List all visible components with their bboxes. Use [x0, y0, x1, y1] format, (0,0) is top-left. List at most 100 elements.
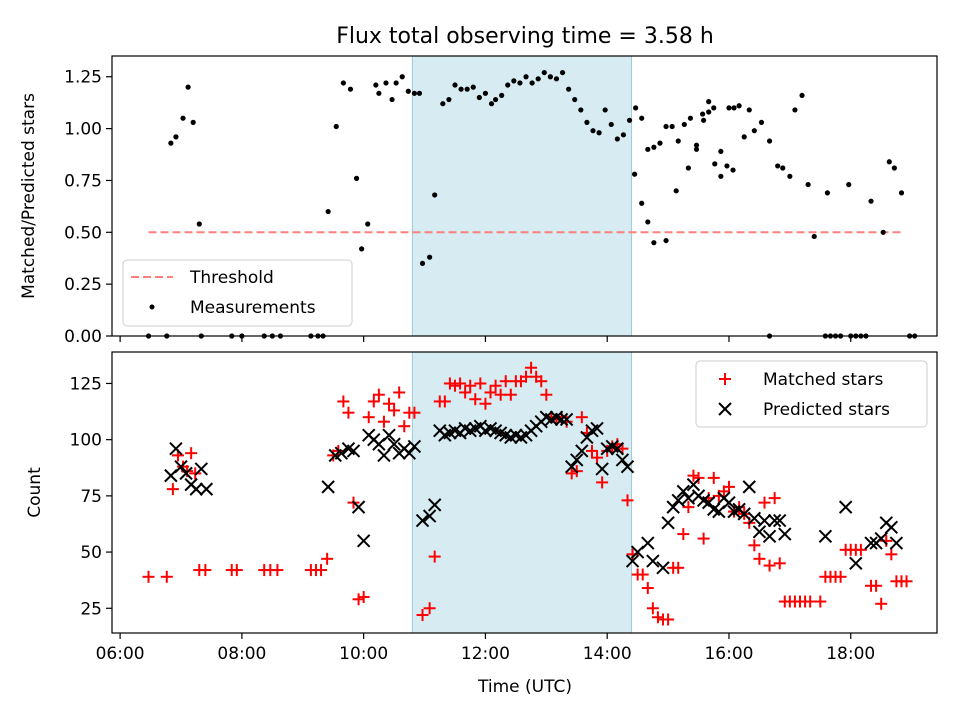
matched-star-point [189, 467, 202, 480]
x-tick-label: 16:00 [704, 644, 753, 664]
measurement-point [701, 117, 707, 123]
measurement-point [645, 219, 651, 225]
matched-star-point [707, 471, 720, 484]
predicted-star-point [377, 448, 391, 463]
matched-star-point [687, 469, 700, 482]
measurement-point [399, 74, 405, 80]
y-tick-label: 75 [80, 487, 102, 507]
predicted-star-point [199, 482, 214, 496]
measurement-point [805, 181, 811, 188]
measurement-point [446, 96, 452, 103]
measurement-point [780, 165, 786, 171]
measurement-point [693, 142, 700, 148]
measurement-point [389, 96, 395, 103]
predicted-star-point [321, 480, 335, 494]
predicted-star-point [610, 441, 625, 456]
predicted-star-point [559, 412, 574, 427]
matched-star-point [758, 496, 771, 509]
predicted-star-point [666, 500, 680, 514]
matched-star-point [646, 602, 659, 615]
measurement-point [419, 260, 426, 267]
measurement-point [432, 192, 438, 198]
predicted-star-point [346, 444, 361, 458]
matched-star-point [575, 411, 588, 424]
matched-star-point [692, 471, 705, 484]
measurement-point [736, 103, 742, 109]
measurement-point [572, 96, 578, 103]
measurement-point [706, 99, 712, 105]
matched-star-point [377, 415, 390, 428]
measurement-point [711, 105, 717, 111]
predicted-star-point [422, 509, 437, 523]
chart-title: Flux total observing time = 3.58 h [336, 24, 714, 49]
measurement-point [168, 140, 174, 146]
matched-star-point [423, 602, 436, 615]
measurement-point [846, 181, 852, 188]
measurement-point [359, 246, 365, 252]
measurement-point [730, 167, 736, 173]
measurement-point [741, 134, 747, 140]
predicted-star-point [773, 513, 787, 528]
measurement-point [427, 254, 433, 260]
legend-threshold-label: Threshold [189, 268, 274, 288]
measurement-point [492, 96, 499, 103]
legend-measurements-label: Measurements [190, 298, 316, 318]
predicted-star-point [387, 437, 401, 451]
matched-star-point [367, 395, 380, 408]
predicted-star-point [590, 421, 604, 436]
measurement-point [196, 221, 202, 227]
predicted-star-point [661, 516, 675, 530]
matched-star-point [484, 386, 497, 399]
measurement-point [452, 82, 458, 88]
matched-star-point [565, 467, 578, 480]
measurement-point [470, 84, 476, 90]
matched-star-point [697, 532, 710, 545]
matched-star-point [448, 379, 461, 392]
matched-star-point [748, 539, 761, 552]
predicted-star-point [641, 536, 655, 550]
y-tick-label: 0.50 [64, 223, 102, 243]
measurement-point [566, 86, 572, 92]
observing-window-span [411, 351, 633, 634]
x-tick-label: 06:00 [96, 644, 145, 664]
matched-star-point [362, 411, 375, 424]
y-tick-label: 125 [70, 374, 102, 394]
matched-star-point [383, 397, 396, 410]
measurement-point [792, 107, 798, 113]
predicted-star-point [407, 439, 422, 454]
measurement-point [726, 105, 732, 111]
measurement-point [499, 92, 505, 99]
matched-star-point [321, 552, 334, 565]
matched-star-point [636, 568, 649, 581]
predicted-star-point [676, 484, 691, 499]
predicted-star-point [818, 529, 833, 544]
measurement-point [547, 74, 553, 80]
measurement-point [724, 163, 730, 169]
predicted-star-point [722, 495, 736, 510]
matched-star-point [398, 420, 411, 433]
y-tick-label: 25 [80, 599, 102, 619]
predicted-star-point [356, 534, 371, 548]
measurement-point [511, 78, 517, 84]
measurement-point [376, 90, 382, 96]
measurement-point [880, 229, 886, 235]
x-axis-label: Time (UTC) [477, 677, 572, 697]
measurement-point [712, 161, 718, 167]
measurement-point [824, 190, 831, 196]
matched-star-point [388, 404, 401, 417]
matched-star-point [753, 552, 766, 565]
predicted-star-point [402, 446, 417, 460]
legend-measurements-swatch [149, 304, 155, 310]
measurement-point [681, 121, 687, 128]
matched-star-point [662, 613, 675, 626]
predicted-star-point [747, 511, 762, 526]
matched-star-point [416, 609, 429, 622]
measurement-point [633, 105, 639, 111]
matched-star-point [525, 361, 538, 374]
predicted-star-point [752, 525, 767, 539]
measurement-point [333, 123, 339, 130]
measurement-point [886, 159, 892, 165]
predicted-star-point [169, 441, 183, 456]
matched-star-point [672, 561, 685, 574]
measurement-point [523, 74, 529, 80]
